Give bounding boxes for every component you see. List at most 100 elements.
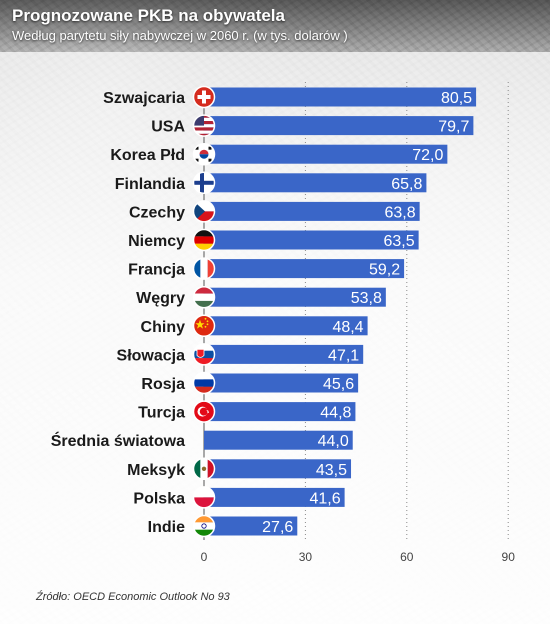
category-label: Turcja (138, 405, 185, 422)
india-flag-icon (193, 515, 215, 537)
bar (204, 487, 345, 507)
bar (204, 201, 420, 221)
bar (204, 230, 419, 250)
header-band: Prognozowane PKB na obywatela Według par… (0, 0, 550, 52)
bar (204, 430, 353, 450)
bar-value-label: 63,8 (385, 204, 416, 221)
flag-border (192, 228, 216, 252)
usa-flag-icon (193, 115, 215, 137)
flag-border (192, 114, 216, 137)
bar-value-label: 45,6 (323, 376, 354, 393)
bar-value-label: 44,8 (320, 405, 351, 422)
category-label: USA (151, 119, 185, 136)
poland-flag-icon (193, 486, 215, 508)
chart-title: Prognozowane PKB na obywatela (12, 6, 285, 25)
flag-border (192, 486, 216, 509)
category-label: Chiny (141, 319, 186, 336)
bar (204, 144, 448, 164)
category-label: Finlandia (115, 176, 185, 193)
source-note: Źródło: OECD Economic Outlook No 93 (36, 591, 230, 603)
bar-row: 63,8 Czechy (129, 200, 420, 223)
flag-border (192, 257, 216, 280)
bar (204, 87, 477, 107)
bar-row: 48,4 Chiny (141, 314, 368, 338)
bar (204, 373, 359, 393)
x-tick-label: 90 (502, 550, 516, 564)
flag-border (192, 400, 216, 423)
bar-value-label: 63,5 (383, 233, 414, 250)
bar-value-label: 41,6 (309, 490, 340, 507)
switzerland-flag-icon (193, 86, 215, 108)
bar (204, 402, 356, 422)
turkey-flag-icon (193, 401, 215, 423)
bar-value-label: 80,5 (441, 90, 472, 107)
bar (204, 459, 352, 479)
flag-border (192, 371, 216, 395)
slovakia-flag-icon (193, 343, 215, 365)
bar (204, 287, 386, 307)
mexico-flag-icon (193, 458, 215, 480)
bar-value-label: 44,0 (318, 433, 349, 450)
bar-value-label: 43,5 (316, 462, 347, 479)
bar-value-label: 59,2 (369, 262, 400, 279)
bar (204, 344, 364, 364)
france-flag-icon (193, 258, 215, 280)
bar-value-label: 72,0 (412, 147, 443, 164)
bar-row: 44,0 Średnia światowa (51, 430, 353, 450)
hungary-flag-icon (193, 286, 215, 308)
bar-value-label: 53,8 (351, 290, 382, 307)
bar (204, 316, 368, 336)
bar (204, 259, 405, 279)
category-label: Szwajcaria (103, 90, 185, 107)
category-label: Słowacja (117, 347, 186, 364)
bar-value-label: 65,8 (391, 176, 422, 193)
bar (204, 116, 474, 136)
bar-row: 43,5 Meksyk (127, 457, 352, 481)
bar-row: 65,8 Finlandia (115, 171, 427, 195)
category-label: Korea Płd (110, 147, 185, 164)
bar-row: 27,6 Indie (148, 514, 298, 538)
flag-border (192, 343, 216, 366)
category-label: Meksyk (127, 462, 185, 479)
bar-row: 80,5 Szwajcaria (103, 85, 477, 109)
flag-border (192, 142, 216, 166)
bar-row: 44,8 Turcja (138, 400, 356, 423)
czech-flag-icon (193, 200, 215, 222)
category-label: Rosja (141, 376, 185, 393)
russia-flag-icon (193, 372, 215, 394)
bar-row: 59,2 Francja (128, 257, 405, 280)
south-korea-flag-icon (193, 143, 215, 165)
flag-border (192, 200, 216, 223)
bar (204, 516, 298, 536)
bar-value-label: 79,7 (438, 119, 469, 136)
x-tick-label: 30 (299, 550, 313, 564)
finland-flag-icon (193, 172, 215, 194)
china-flag-icon (193, 315, 215, 337)
bar-row: 41,6 Polska (133, 486, 345, 509)
flag-border (192, 314, 216, 338)
bar-row: 79,7 USA (151, 114, 474, 137)
bar-row: 47,1 Słowacja (117, 343, 364, 366)
category-label: Węgry (136, 290, 185, 307)
bar-row: 45,6 Rosja (141, 371, 359, 395)
category-label: Indie (148, 519, 185, 536)
category-label: Czechy (129, 204, 185, 221)
flag-border (192, 514, 216, 538)
bar-row: 72,0 Korea Płd (110, 142, 448, 166)
bar-row: 63,5 Niemcy (128, 228, 419, 252)
flag-border (192, 85, 216, 109)
category-label: Francja (128, 262, 185, 279)
category-label: Polska (133, 490, 185, 507)
category-label: Niemcy (128, 233, 185, 250)
bar-row: 53,8 Węgry (136, 285, 386, 309)
germany-flag-icon (193, 229, 215, 251)
bar (204, 173, 427, 193)
x-tick-label: 0 (201, 550, 208, 564)
category-label: Średnia światowa (51, 431, 185, 450)
flag-border (192, 457, 216, 481)
x-tick-label: 60 (400, 550, 414, 564)
flag-border (192, 285, 216, 309)
bar-value-label: 27,6 (262, 519, 293, 536)
flag-border (192, 171, 216, 195)
